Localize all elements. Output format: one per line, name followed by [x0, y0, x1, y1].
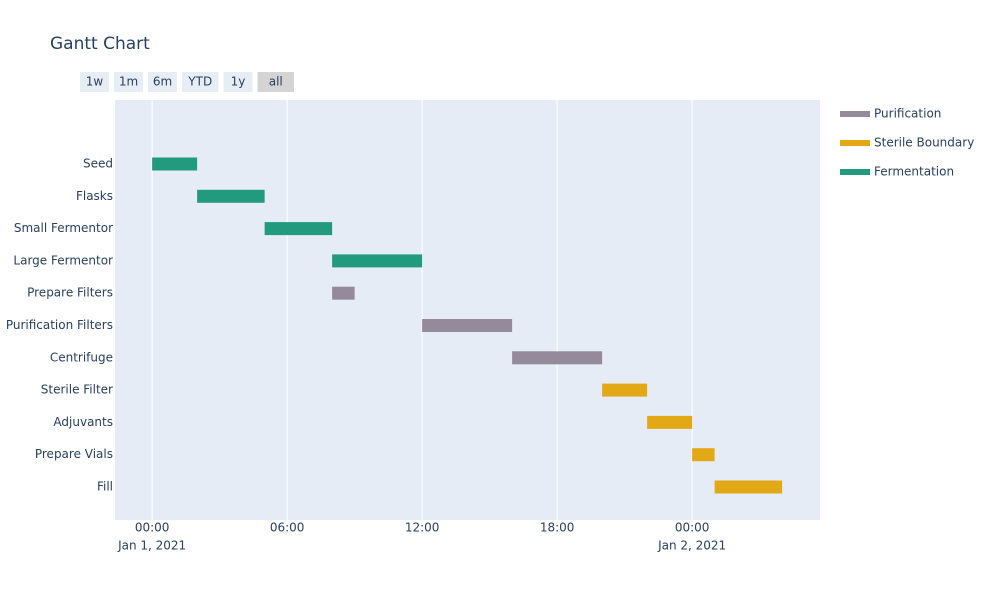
button-bg[interactable]: [114, 72, 143, 92]
button-bg[interactable]: [257, 72, 295, 92]
gantt-bar: [197, 189, 265, 203]
gantt-bar: [332, 254, 423, 268]
legend-label: Fermentation: [874, 165, 954, 179]
button-label[interactable]: 1m: [119, 75, 138, 89]
range-button[interactable]: 6m: [148, 72, 177, 92]
y-tick-label: Small Fermentor: [14, 221, 113, 235]
x-tick-label: 18:00: [540, 521, 575, 535]
button-label[interactable]: YTD: [187, 75, 212, 89]
button-bg[interactable]: [148, 72, 177, 92]
y-tick-label: Sterile Filter: [41, 383, 113, 397]
gantt-bar: [512, 351, 603, 365]
button-bg[interactable]: [80, 72, 109, 92]
x-tick-date: Jan 1, 2021: [117, 539, 186, 553]
x-tick-label: 00:00: [675, 521, 710, 535]
legend-label: Purification: [874, 107, 941, 121]
range-button[interactable]: all: [257, 72, 295, 92]
gantt-bar: [647, 415, 693, 429]
x-tick-label: 00:00: [135, 521, 170, 535]
x-tick-date: Jan 2, 2021: [657, 539, 726, 553]
range-button[interactable]: 1w: [80, 72, 109, 92]
y-tick-label: Centrifuge: [50, 350, 113, 364]
y-tick-label: Flasks: [76, 189, 113, 203]
gantt-bar: [332, 286, 355, 300]
y-tick-label: Purification Filters: [6, 318, 113, 332]
y-tick-label: Fill: [97, 480, 113, 494]
gantt-bar: [692, 448, 715, 462]
y-tick-label: Prepare Filters: [27, 286, 113, 300]
button-label[interactable]: 6m: [153, 75, 172, 89]
button-label[interactable]: 1w: [86, 75, 104, 89]
gantt-bar: [714, 480, 783, 494]
x-tick-label: 12:00: [405, 521, 440, 535]
y-tick-label: Large Fermentor: [13, 253, 113, 267]
legend-swatch: [840, 140, 870, 146]
button-label[interactable]: all: [269, 75, 283, 89]
button-label[interactable]: 1y: [231, 75, 246, 89]
y-tick-label: Prepare Vials: [35, 447, 113, 461]
button-bg[interactable]: [223, 72, 253, 92]
legend-label: Sterile Boundary: [874, 136, 974, 150]
legend-swatch: [840, 169, 870, 175]
range-button[interactable]: YTD: [182, 72, 219, 92]
x-tick-label: 06:00: [270, 521, 305, 535]
chart-title: Gantt Chart: [50, 34, 150, 54]
range-button[interactable]: 1m: [114, 72, 143, 92]
range-button[interactable]: 1y: [223, 72, 253, 92]
gantt-bar: [152, 157, 198, 171]
y-tick-label: Seed: [83, 157, 113, 171]
y-tick-label: Adjuvants: [53, 415, 113, 429]
legend-swatch: [840, 111, 870, 117]
gantt-bar: [264, 222, 333, 236]
gantt-bar: [422, 319, 513, 332]
gantt-bar: [602, 383, 648, 397]
button-bg[interactable]: [182, 72, 219, 92]
